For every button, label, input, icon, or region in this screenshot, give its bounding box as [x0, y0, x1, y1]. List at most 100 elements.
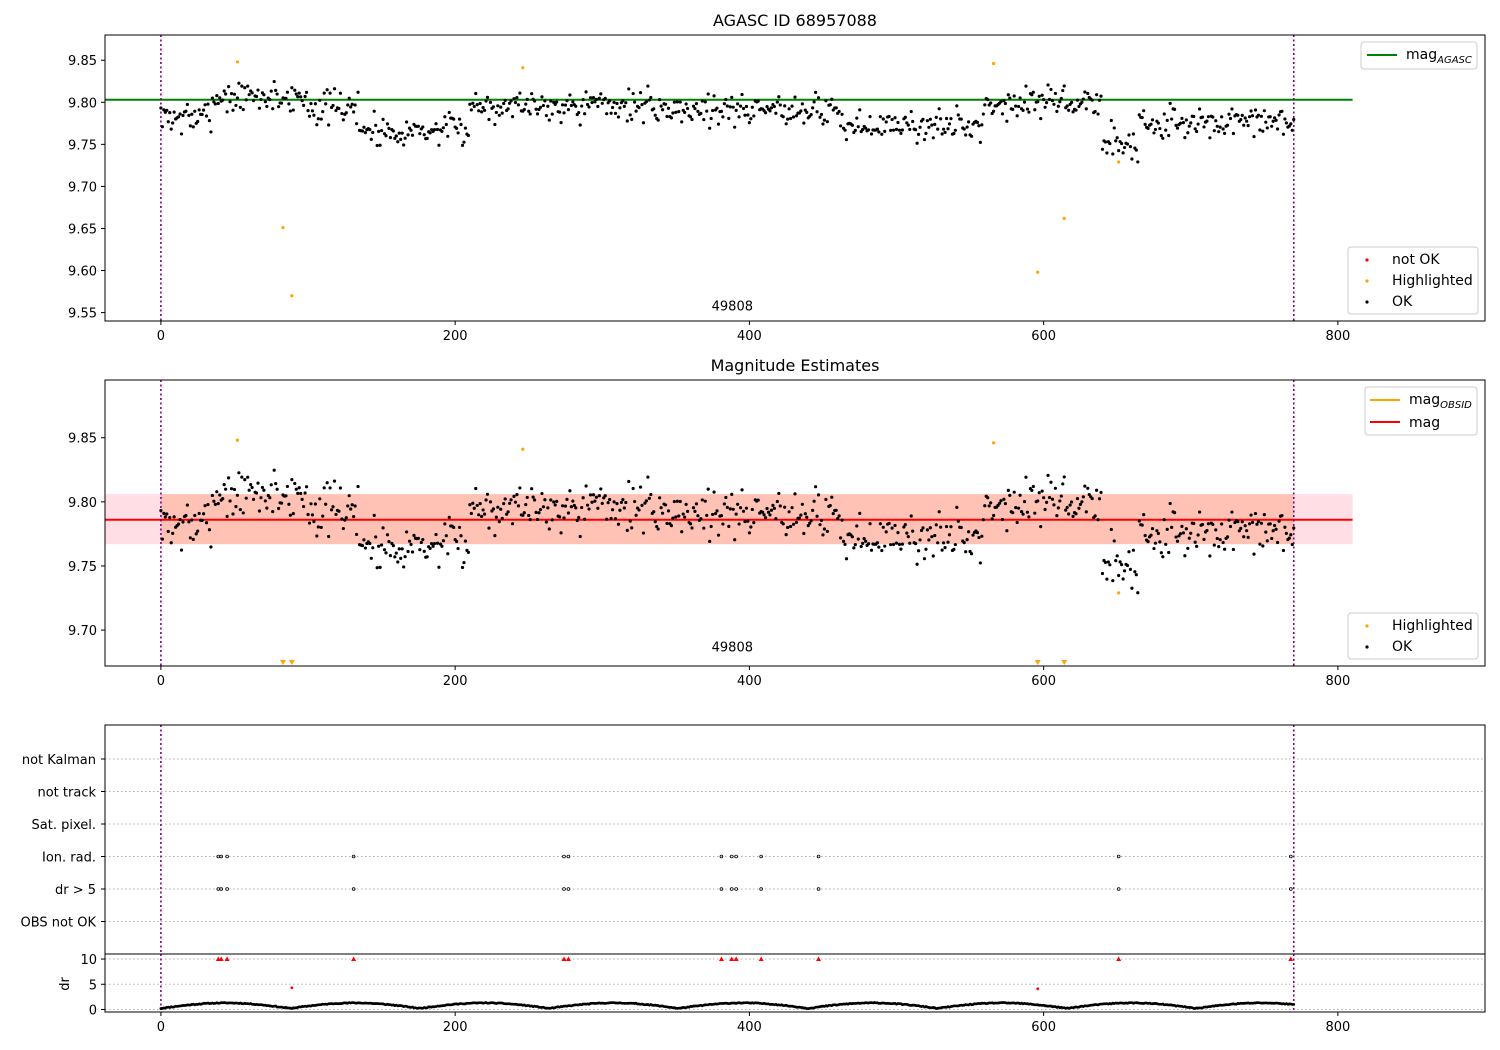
- ok-point: [1046, 473, 1050, 477]
- ok-point: [225, 514, 229, 518]
- ok-point: [686, 509, 690, 513]
- ok-point: [277, 506, 281, 511]
- ok-point: [1008, 96, 1012, 100]
- ok-point: [797, 516, 802, 520]
- ok-point: [883, 544, 887, 548]
- x-tick-label: 0: [157, 674, 165, 689]
- ok-point: [340, 517, 344, 521]
- ok-point: [581, 97, 585, 102]
- ok-point: [172, 515, 176, 519]
- ok-point: [404, 530, 409, 534]
- ok-point: [409, 128, 413, 132]
- flag-category-label: not track: [37, 786, 96, 801]
- ok-point: [949, 117, 953, 121]
- ok-point: [638, 91, 643, 95]
- ok-point: [1108, 563, 1112, 567]
- ok-point: [1249, 513, 1253, 517]
- ok-point: [187, 520, 191, 524]
- ok-point: [666, 509, 671, 513]
- dr-clipped-marker: [218, 956, 224, 962]
- ok-point: [1005, 529, 1009, 533]
- ok-point: [1064, 508, 1068, 512]
- ok-point: [407, 539, 412, 543]
- ok-point: [507, 501, 512, 505]
- y-tick-label: 9.80: [68, 96, 97, 111]
- ok-point: [844, 557, 849, 561]
- ok-point: [1012, 490, 1016, 494]
- ok-point: [777, 95, 781, 99]
- ok-point: [216, 101, 220, 106]
- ok-point: [334, 108, 338, 113]
- ok-point: [250, 485, 254, 490]
- ok-point: [1218, 538, 1222, 542]
- ok-point: [630, 117, 634, 121]
- ok-point: [628, 113, 632, 117]
- ok-point: [1136, 591, 1140, 595]
- ok-point: [309, 502, 313, 506]
- ok-point: [275, 487, 279, 491]
- ok-point: [402, 143, 406, 147]
- ok-point: [191, 537, 195, 541]
- ok-point: [840, 518, 844, 522]
- ok-point: [899, 547, 903, 551]
- ok-point: [737, 115, 741, 119]
- ok-point: [612, 100, 616, 104]
- ok-point: [616, 115, 621, 119]
- ok-point: [466, 133, 470, 138]
- ok-point: [352, 515, 356, 519]
- ok-point: [222, 89, 226, 93]
- ok-point: [756, 99, 760, 103]
- ok-point: [605, 112, 609, 116]
- ok-point: [746, 519, 750, 523]
- ok-point: [940, 548, 944, 552]
- ok-point: [188, 536, 192, 540]
- flag-event-point: [719, 887, 724, 891]
- ok-point: [422, 133, 426, 137]
- ok-point: [475, 103, 479, 107]
- ok-point: [563, 103, 568, 107]
- ok-point: [941, 127, 946, 131]
- ok-point: [590, 500, 594, 504]
- ok-point: [213, 502, 217, 506]
- ok-point: [522, 511, 526, 515]
- ok-point: [284, 494, 288, 498]
- ok-point: [1183, 554, 1187, 558]
- ok-point: [1093, 514, 1097, 518]
- ok-point: [583, 517, 587, 521]
- ok-point: [811, 106, 815, 110]
- ok-point: [1175, 126, 1180, 130]
- ok-point: [381, 117, 385, 121]
- ok-point: [1149, 533, 1153, 537]
- ok-point: [244, 98, 248, 102]
- ok-point: [590, 100, 594, 105]
- ok-point: [853, 128, 857, 132]
- ok-point: [391, 544, 395, 548]
- ok-point: [1065, 505, 1069, 510]
- ok-point: [1256, 519, 1261, 524]
- ok-point: [349, 105, 353, 109]
- y-tick-label: 0: [89, 1003, 97, 1018]
- ok-point: [353, 504, 357, 508]
- ok-point: [855, 524, 859, 528]
- ok-point: [1253, 511, 1258, 516]
- ok-point: [683, 110, 687, 114]
- ok-point: [708, 539, 712, 543]
- ok-point: [836, 517, 840, 521]
- ok-point: [1283, 525, 1287, 529]
- ok-point: [1227, 112, 1231, 116]
- ok-point: [169, 541, 173, 545]
- ok-point: [1042, 97, 1046, 102]
- ok-point: [160, 537, 164, 541]
- ok-point: [666, 106, 671, 110]
- ok-point: [378, 565, 382, 569]
- ok-point: [543, 99, 547, 103]
- ok-point: [694, 102, 699, 106]
- ok-point: [482, 512, 487, 516]
- ok-point: [928, 117, 932, 121]
- ok-point: [491, 507, 496, 511]
- ok-point: [940, 132, 944, 136]
- ok-point: [884, 120, 888, 124]
- legend-mag-agasc: magAGASC: [1406, 47, 1472, 66]
- ok-point: [1071, 514, 1075, 518]
- ok-point: [343, 518, 347, 522]
